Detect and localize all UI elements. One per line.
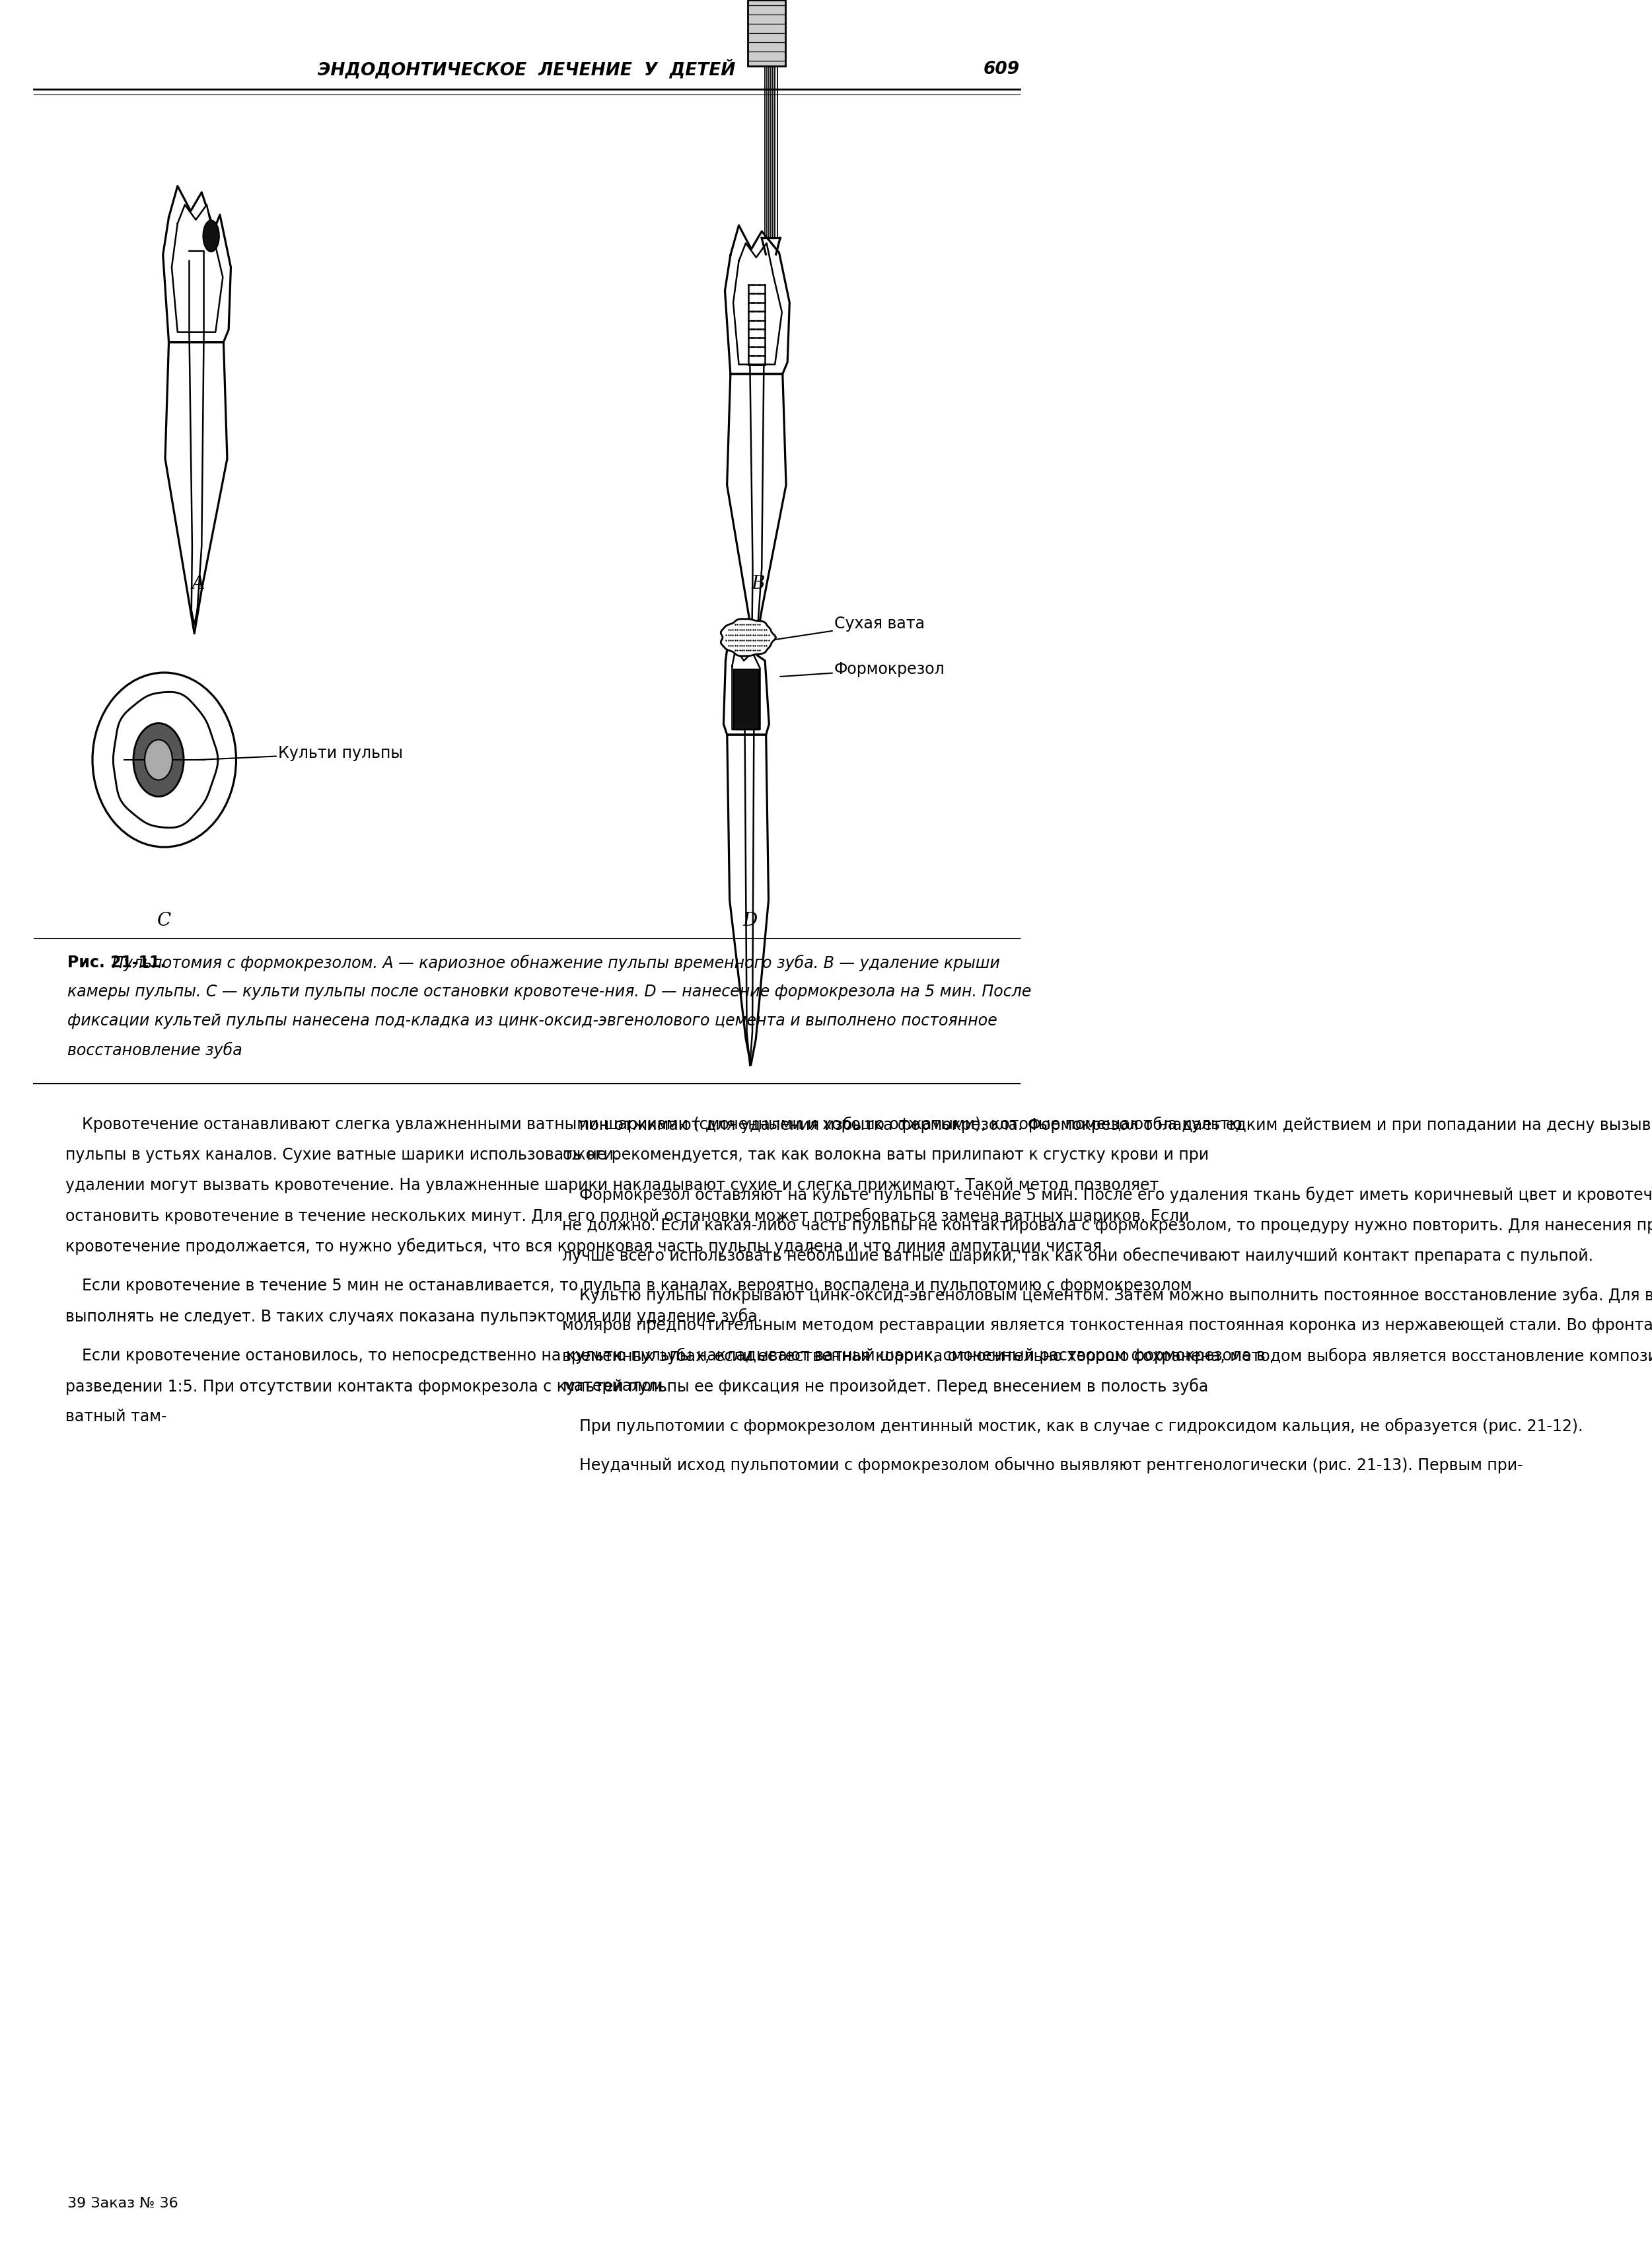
Polygon shape — [164, 186, 231, 342]
Text: Неудачный исход пульпотомии с формокрезолом обычно выявляют рентгенологически (р: Неудачный исход пульпотомии с формокрезо… — [580, 1457, 1523, 1473]
Text: ЭНДОДОНТИЧЕСКОЕ  ЛЕЧЕНИЕ  У  ДЕТЕЙ: ЭНДОДОНТИЧЕСКОЕ ЛЕЧЕНИЕ У ДЕТЕЙ — [317, 59, 735, 79]
Polygon shape — [725, 226, 790, 373]
Text: Культи пульпы: Культи пульпы — [198, 745, 403, 760]
Text: D: D — [742, 912, 757, 930]
Polygon shape — [727, 373, 786, 652]
Text: С: С — [157, 912, 172, 930]
Polygon shape — [165, 342, 228, 634]
Ellipse shape — [134, 724, 183, 797]
Text: выполнять не следует. В таких случаях показана пульпэктомия или удаление зуба.: выполнять не следует. В таких случаях по… — [66, 1308, 762, 1324]
Polygon shape — [172, 204, 223, 333]
Text: Формокрезол оставляют на культе пульпы в течение 5 мин. После его удаления ткань: Формокрезол оставляют на культе пульпы в… — [580, 1186, 1652, 1204]
Ellipse shape — [203, 220, 220, 251]
Text: не должно. Если какая-либо часть пульпы не контактировала с формокрезолом, то пр: не должно. Если какая-либо часть пульпы … — [562, 1217, 1652, 1233]
Text: лучше всего использовать небольшие ватные шарики, так как они обеспечивают наилу: лучше всего использовать небольшие ватны… — [562, 1247, 1594, 1265]
Text: ожоги.: ожоги. — [562, 1147, 620, 1163]
Text: Пульпотомия с формокрезолом. А — кариозное обнажение пульпы временного зуба. В —: Пульпотомия с формокрезолом. А — кариозн… — [107, 955, 999, 971]
Polygon shape — [727, 735, 768, 1066]
Text: восстановление зуба: восстановление зуба — [68, 1041, 243, 1059]
Text: Сухая вата: Сухая вата — [775, 616, 925, 640]
Text: остановить кровотечение в течение нескольких минут. Для его полной остановки мож: остановить кровотечение в течение нескол… — [66, 1208, 1189, 1224]
Polygon shape — [733, 242, 781, 364]
Text: Формокрезол: Формокрезол — [780, 661, 945, 677]
Text: Рис. 21-11.: Рис. 21-11. — [68, 955, 165, 971]
Ellipse shape — [145, 740, 172, 781]
Text: 39 Заказ № 36: 39 Заказ № 36 — [68, 2197, 178, 2211]
Text: Если кровотечение остановилось, то непосредственно на культю пульпы накладывают : Если кровотечение остановилось, то непос… — [83, 1349, 1265, 1365]
Text: Культю пульпы покрывают цинк-оксид-эвгеноловым цементом. Затем можно выполнить п: Культю пульпы покрывают цинк-оксид-эвген… — [580, 1288, 1652, 1303]
Polygon shape — [733, 670, 758, 729]
Text: моляров предпочтительным методом реставрации является тонкостенная постоянная ко: моляров предпочтительным методом реставр… — [562, 1317, 1652, 1333]
FancyBboxPatch shape — [748, 0, 786, 66]
Text: ватный там-: ватный там- — [66, 1408, 167, 1423]
Text: материалом.: материалом. — [562, 1378, 667, 1394]
Polygon shape — [732, 647, 760, 729]
Text: удалении могут вызвать кровотечение. На увлажненные шарики накладывают сухие и с: удалении могут вызвать кровотечение. На … — [66, 1177, 1158, 1193]
Text: пон отжимают для удаления избытка формокрезола. Формокрезол обладает едким дейст: пон отжимают для удаления избытка формок… — [580, 1116, 1652, 1134]
Ellipse shape — [93, 672, 236, 846]
Polygon shape — [724, 638, 770, 735]
Text: камеры пульпы. С — культи пульпы после остановки кровотече-ния. D — нанесение фо: камеры пульпы. С — культи пульпы после о… — [68, 984, 1031, 1000]
Text: В: В — [752, 575, 765, 593]
Text: При пульпотомии с формокрезолом дентинный мостик, как в случае с гидроксидом кал: При пульпотомии с формокрезолом дентинны… — [580, 1417, 1583, 1435]
Polygon shape — [720, 620, 776, 656]
Polygon shape — [190, 251, 203, 333]
Text: Кровотечение останавливают слегка увлажненными ватными шариками (смоченными и хо: Кровотечение останавливают слегка увлажн… — [83, 1116, 1242, 1132]
Text: фиксации культей пульпы нанесена под-кладка из цинк-оксид-эвгенолового цемента и: фиксации культей пульпы нанесена под-кла… — [68, 1014, 998, 1030]
Polygon shape — [114, 692, 218, 828]
Text: А: А — [192, 575, 205, 593]
Text: 609: 609 — [983, 61, 1019, 77]
Text: временных зубах, если естественная коронка относительно хорошо сохранена, методо: временных зубах, если естественная корон… — [562, 1349, 1652, 1365]
Text: пульпы в устьях каналов. Сухие ватные шарики использовать не рекомендуется, так : пульпы в устьях каналов. Сухие ватные ша… — [66, 1147, 1209, 1163]
Text: кровотечение продолжается, то нужно убедиться, что вся коронковая часть пульпы у: кровотечение продолжается, то нужно убед… — [66, 1238, 1107, 1254]
Text: разведении 1:5. При отсутствии контакта формокрезола с культей пульпы ее фиксаци: разведении 1:5. При отсутствии контакта … — [66, 1378, 1208, 1394]
Text: Если кровотечение в течение 5 мин не останавливается, то пульпа в каналах, вероя: Если кровотечение в течение 5 мин не ост… — [83, 1279, 1193, 1294]
